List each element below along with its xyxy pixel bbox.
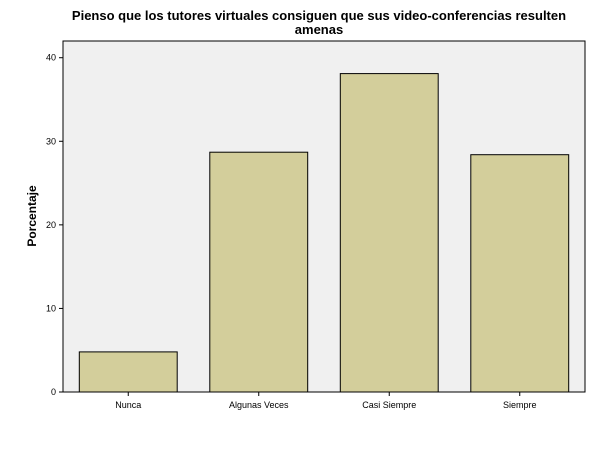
x-tick-label: Casi Siempre — [362, 400, 416, 410]
y-axis-label: Porcentaje — [25, 185, 39, 247]
bar-nunca — [78, 351, 178, 393]
y-tick-label: 20 — [46, 220, 56, 230]
y-tick-label: 30 — [46, 136, 56, 146]
chart-title-line-1: Pienso que los tutores virtuales consigu… — [72, 8, 566, 23]
y-tick-label: 0 — [51, 387, 56, 397]
x-tick-label: Nunca — [115, 400, 141, 410]
y-tick-label: 40 — [46, 53, 56, 63]
y-tick-label: 10 — [46, 303, 56, 313]
bar-casi-siempre — [339, 73, 439, 393]
bar-algunas-veces — [209, 151, 309, 393]
x-tick-label: Algunas Veces — [229, 400, 289, 410]
x-tick-label: Siempre — [503, 400, 537, 410]
bar-siempre — [470, 154, 570, 393]
chart-title-line-2: amenas — [295, 22, 343, 37]
